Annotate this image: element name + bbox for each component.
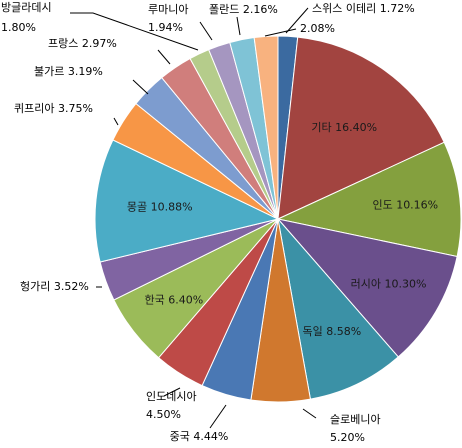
slice-label-1: 스위스 이테리 1.72% [312, 2, 415, 15]
slice-labels: 스위스 이테리 1.72% 기타 16.40% 인도 10.16% 러시아 10.30… [1, 1, 438, 444]
slice-label-2: 기타 16.40% [311, 121, 377, 134]
slice-label-5: 독일 8.58% [303, 324, 362, 338]
leader-line-15 [70, 12, 199, 51]
leader-lines [70, 7, 317, 429]
leader-line-18 [264, 28, 297, 37]
leader-line-1 [285, 7, 309, 34]
leader-line-13 [132, 79, 149, 95]
slice-label-14: 프랑스 2.97% [48, 37, 117, 50]
slice-label-17: 폴란드 2.16% [209, 3, 278, 16]
slice-label-7: 중국 4.44% [170, 430, 229, 443]
slice-label-9: 한국 6.40% [145, 294, 204, 307]
pie-slice-4 [276, 218, 458, 358]
leader-line-12 [113, 117, 119, 126]
slice-label-10: 헝가리 3.52% [20, 280, 89, 293]
leader-line-17 [236, 16, 241, 36]
pie-slices [94, 35, 462, 403]
slice-label-15: 방글라데시 1.80% [1, 1, 52, 34]
leader-line-14 [157, 49, 171, 65]
leader-line-8 [163, 387, 181, 397]
pie-slice-3 [276, 141, 462, 258]
slice-label-8: 인도네시아 4.50% [146, 390, 197, 421]
leader-line-7 [209, 404, 227, 429]
slice-label-3: 인도 10.16% [372, 199, 438, 212]
pie-slice-2 [277, 36, 445, 220]
slice-label-16: 루마니아 1.94% [148, 3, 188, 34]
leader-line-6 [302, 408, 317, 419]
slice-label-6: 슬로베니아 5.20% [330, 413, 381, 444]
slice-label-18: 2.08% [300, 22, 335, 35]
pie-slice-5 [277, 217, 400, 400]
slice-label-13: 불가르 3.19% [34, 65, 103, 78]
slice-label-4: 러시아 10.30% [351, 278, 427, 291]
pie-slice-18 [253, 35, 279, 220]
slice-label-12: 퀴프리아 3.75% [14, 102, 93, 115]
slice-label-11: 몽골 10.88% [127, 201, 193, 214]
leader-line-16 [199, 21, 213, 41]
pie-slice-11 [94, 139, 280, 263]
